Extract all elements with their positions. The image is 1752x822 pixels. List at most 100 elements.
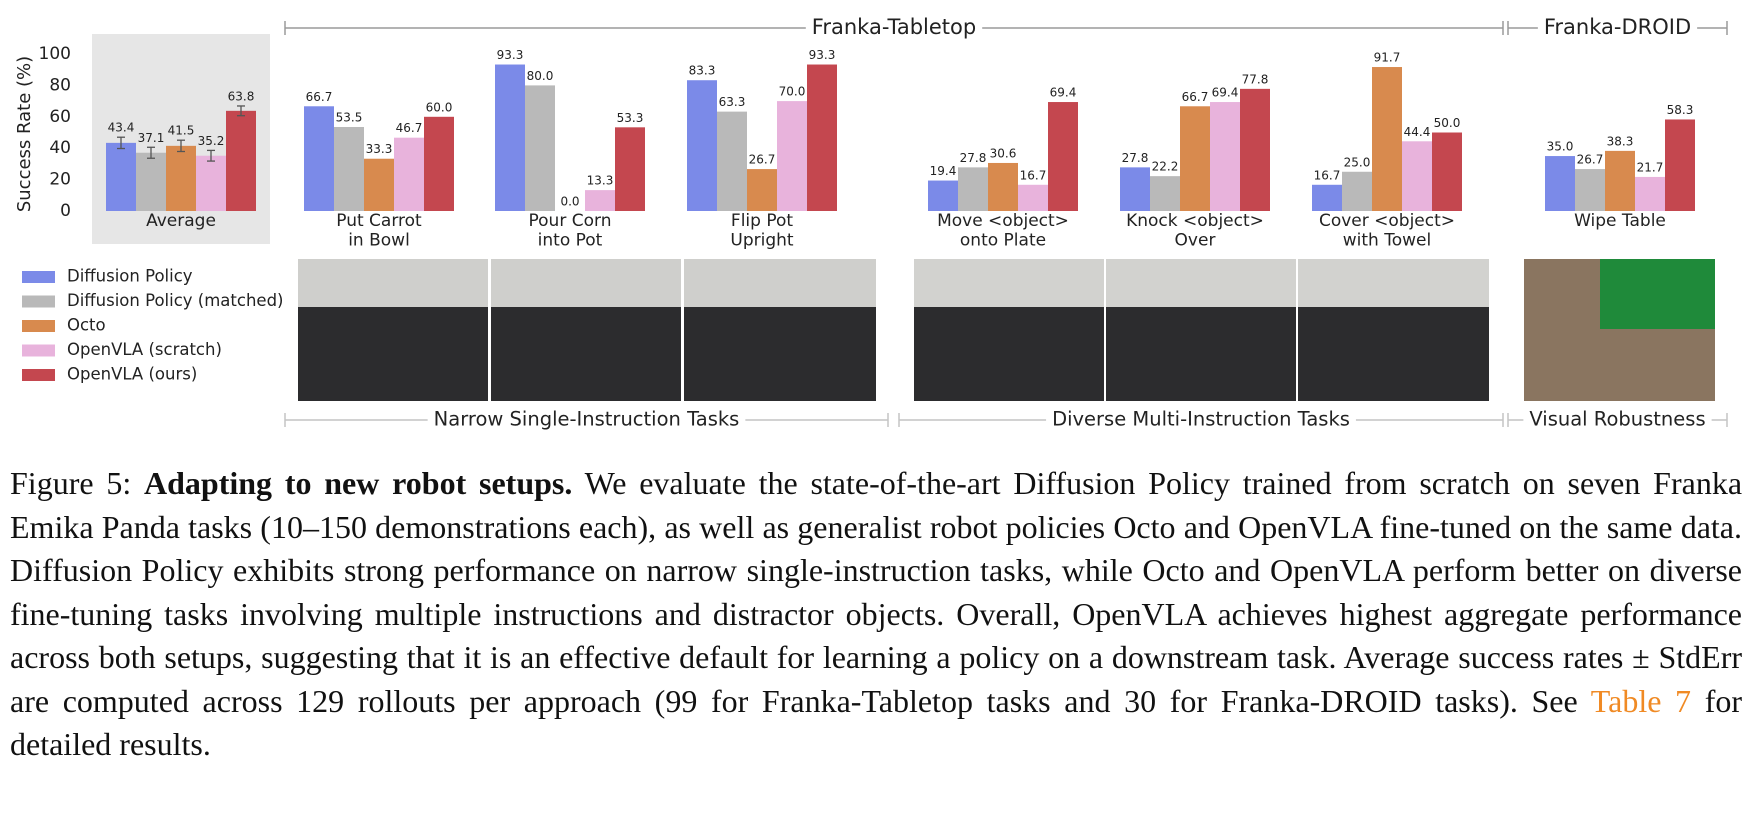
value-label: 41.5 <box>168 124 195 138</box>
value-label: 69.4 <box>1212 86 1239 100</box>
value-label: 26.7 <box>749 153 776 167</box>
value-label: 80.0 <box>527 69 554 83</box>
value-label: 38.3 <box>1607 134 1634 148</box>
y-tick-label: 20 <box>49 170 71 190</box>
bar <box>226 110 256 211</box>
error-bar <box>177 139 185 153</box>
value-label: 46.7 <box>396 121 423 135</box>
x-tick-label: Flip Pot Upright <box>730 211 794 251</box>
value-label: 63.8 <box>228 89 255 103</box>
photo <box>914 259 1104 401</box>
bar <box>166 145 196 211</box>
legend-label: Diffusion Policy (matched) <box>67 291 283 310</box>
bar <box>1018 184 1048 211</box>
section-label-bg <box>427 407 746 431</box>
section-label: Visual Robustness <box>1529 408 1705 431</box>
value-label: 93.3 <box>809 48 836 62</box>
value-label: 27.8 <box>1122 151 1149 165</box>
section-label-bg <box>1537 15 1698 39</box>
legend-swatch <box>22 295 55 308</box>
bar <box>1210 102 1240 211</box>
value-label: 0.0 <box>560 195 579 209</box>
photo <box>1106 259 1296 401</box>
y-tick-label: 0 <box>60 201 71 221</box>
bar <box>615 127 645 211</box>
legend-label: Octo <box>67 316 106 335</box>
value-label: 44.4 <box>1404 125 1431 139</box>
bar <box>1432 132 1462 211</box>
bar <box>1635 176 1665 211</box>
bar <box>747 169 777 211</box>
y-tick-label: 40 <box>49 138 71 158</box>
bar <box>495 64 525 211</box>
error-bar <box>117 136 125 150</box>
bar <box>525 85 555 211</box>
x-tick-label: Put Carrot in Bowl <box>336 211 422 251</box>
bar <box>687 80 717 212</box>
bar <box>958 167 988 211</box>
value-label: 13.3 <box>587 174 614 188</box>
value-label: 93.3 <box>497 48 524 62</box>
caption-label: Figure 5: <box>10 465 132 501</box>
bar <box>1180 106 1210 211</box>
value-label: 25.0 <box>1344 155 1371 169</box>
value-label: 16.7 <box>1020 168 1047 182</box>
bar <box>1372 67 1402 211</box>
photo <box>1298 259 1489 401</box>
bar <box>1402 141 1432 211</box>
value-label: 16.7 <box>1314 168 1341 182</box>
bar <box>1575 169 1605 211</box>
legend-swatch <box>22 271 55 283</box>
bar <box>1665 119 1695 211</box>
bar <box>106 142 136 211</box>
legend-label: OpenVLA (ours) <box>67 365 197 384</box>
value-label: 91.7 <box>1374 51 1401 65</box>
value-label: 21.7 <box>1637 160 1664 174</box>
bar <box>364 158 394 211</box>
value-label: 22.2 <box>1152 160 1179 174</box>
error-bar <box>207 149 215 162</box>
photo <box>491 259 681 401</box>
bar <box>1312 184 1342 211</box>
caption-text: We evaluate the state-of-the-art Diffusi… <box>10 465 1743 719</box>
caption-text-end: for detailed results. <box>10 682 1743 763</box>
legend-swatch <box>22 320 55 332</box>
table-link[interactable]: Table 7 <box>1590 682 1692 719</box>
value-label: 58.3 <box>1667 103 1694 117</box>
bar <box>1342 171 1372 211</box>
value-label: 33.3 <box>366 142 393 156</box>
value-label: 70.0 <box>779 85 806 99</box>
section-label: Narrow Single-Instruction Tasks <box>434 408 740 431</box>
value-label: 19.4 <box>930 164 957 178</box>
bar <box>1545 156 1575 211</box>
x-tick-label: Wipe Table <box>1574 211 1666 231</box>
section-label: Diverse Multi-Instruction Tasks <box>1052 408 1350 431</box>
bar <box>585 190 615 211</box>
section-label: Franka-DROID <box>1544 15 1691 39</box>
section-label: Franka-Tabletop <box>812 15 976 39</box>
value-label: 53.5 <box>336 111 363 125</box>
error-bar <box>147 146 155 159</box>
legend-swatch <box>22 369 55 381</box>
section-label-bg <box>1523 407 1712 431</box>
value-label: 30.6 <box>990 146 1017 160</box>
legend-label: OpenVLA (scratch) <box>67 340 222 359</box>
bar <box>777 101 807 211</box>
y-tick-label: 60 <box>49 107 71 127</box>
value-label: 35.0 <box>1547 140 1574 154</box>
bar <box>807 64 837 211</box>
bar <box>1150 176 1180 211</box>
error-bar <box>237 105 245 117</box>
value-label: 37.1 <box>138 131 165 145</box>
value-label: 77.8 <box>1242 72 1269 86</box>
value-label: 60.0 <box>426 100 453 114</box>
value-label: 50.0 <box>1434 116 1461 130</box>
section-label-bg <box>805 15 983 39</box>
value-label: 43.4 <box>108 121 135 135</box>
bar <box>196 155 226 211</box>
x-tick-label: Knock <object> Over <box>1126 211 1264 251</box>
bar <box>988 162 1018 211</box>
photo <box>298 259 488 401</box>
y-axis-label: Success Rate (%) <box>14 56 35 212</box>
